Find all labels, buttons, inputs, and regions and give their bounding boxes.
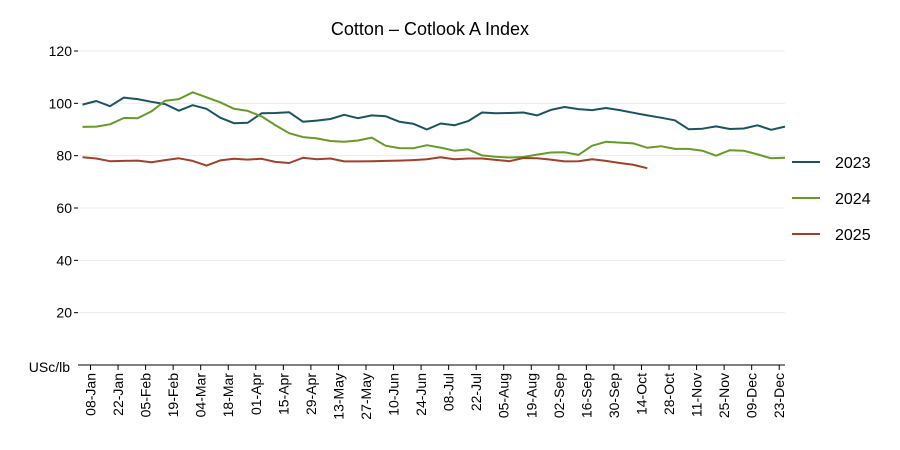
x-tick-label: 14-Oct <box>633 373 649 415</box>
legend-label-2024: 2024 <box>835 191 871 208</box>
x-tick-label: 22-Jan <box>110 373 126 416</box>
x-tick-label: 13-May <box>330 373 346 420</box>
x-tick-label: 01-Apr <box>248 373 264 415</box>
x-tick-label: 30-Sep <box>606 373 622 418</box>
x-tick-label: 28-Oct <box>661 373 677 415</box>
axes: 20 40 60 80 100 120 08-Jan 22-Jan 05-Feb 19-Feb 04… <box>49 43 788 420</box>
x-tick-label: 24-Jun <box>413 373 429 416</box>
series-lines <box>82 91 786 170</box>
x-tick-label: 05-Aug <box>496 373 512 418</box>
x-tick-label: 15-Apr <box>275 373 291 415</box>
x-tick-label: 04-Mar <box>193 373 209 418</box>
series-line-2025 <box>82 156 648 170</box>
x-tick-label: 16-Sep <box>578 373 594 418</box>
x-tick-label: 19-Aug <box>523 373 539 418</box>
chart-title: Cotton – Cotlook A Index <box>331 19 529 39</box>
x-tick-label: 22-Jul <box>468 373 484 411</box>
legend: 2023 2024 2025 <box>792 155 871 244</box>
x-tick-label: 05-Feb <box>138 373 154 418</box>
y-tick-label: 60 <box>56 200 72 216</box>
legend-label-2023: 2023 <box>835 155 871 172</box>
x-tick-label: 29-Apr <box>303 373 319 415</box>
x-tick-label: 18-Mar <box>220 373 236 418</box>
x-tick-label: 08-Jul <box>441 373 457 411</box>
x-tick-label: 08-Jan <box>83 373 99 416</box>
x-tick-label: 25-Nov <box>716 373 732 418</box>
legend-label-2025: 2025 <box>835 227 871 244</box>
x-tick-label: 10-Jun <box>386 373 402 416</box>
y-tick-label: 20 <box>56 305 72 321</box>
y-axis-unit-label: USc/lb <box>29 359 70 375</box>
series-line-2024 <box>82 91 786 160</box>
y-tick-label: 100 <box>49 95 73 111</box>
y-tick-label: 80 <box>56 148 72 164</box>
y-tick-label: 120 <box>49 43 73 59</box>
x-tick-label: 23-Dec <box>771 373 787 418</box>
series-line-2023 <box>82 96 786 131</box>
x-tick-label: 02-Sep <box>551 373 567 418</box>
x-tick-label: 19-Feb <box>165 373 181 418</box>
x-tick-label: 11-Nov <box>689 373 705 417</box>
gridlines <box>78 50 785 314</box>
x-tick-label: 27-May <box>358 373 374 420</box>
x-tick-label: 09-Dec <box>744 373 760 418</box>
y-tick-label: 40 <box>56 252 72 268</box>
